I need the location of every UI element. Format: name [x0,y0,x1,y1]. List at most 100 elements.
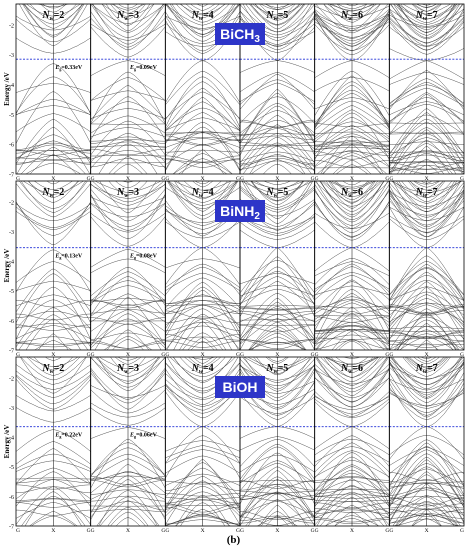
panel-nw-2: G X G Nw=2 Eg=0.33eV [15,0,92,182]
x-tick-label: G [311,352,315,358]
x-tick-label: G [91,352,95,358]
x-tick-label: G [87,528,91,534]
x-tick-label: G [240,176,244,182]
figure-caption: (b) [226,534,241,546]
nw-label: Nw=6 [340,10,363,22]
x-tick-label: X [350,528,354,534]
x-tick-label: G [385,352,389,358]
y-axis-label: Energy /eV [3,249,11,283]
material-label-box [215,23,265,45]
y-tick-label: -4 [9,83,14,89]
band-line [240,0,315,1]
band-line [16,0,91,3]
y-axis-label: Energy /eV [3,72,11,106]
x-tick-label: X [201,528,205,534]
nw-label: Nw=3 [116,10,139,22]
material-label: BiOH [215,376,265,398]
x-tick-label: G [385,176,389,182]
panel-nw-6: G X G Nw=6 [314,3,390,182]
x-tick-label: G [236,528,240,534]
material-label-text: BiOH [223,379,258,395]
panel-nw-6: G X G Nw=6 [314,356,390,534]
nw-label: Nw=5 [265,187,288,199]
x-tick-label: G [311,176,315,182]
nw-label: Nw=4 [191,187,214,199]
material-label-text: BiCH3 [220,26,260,45]
x-tick-label: X [425,528,429,534]
x-tick-label: G [389,176,393,182]
nw-label: Nw=4 [191,10,214,22]
panel-nw-3: G X G Nw=3 Eg=0.08eV [90,180,166,358]
nw-label: Nw=2 [41,187,64,199]
x-tick-label: G [460,528,464,534]
x-tick-label: G [460,176,464,182]
x-tick-label: G [165,176,169,182]
panel-nw-5: G X G Nw=5 [239,0,316,182]
band-line [240,0,315,2]
x-tick-label: G [165,528,169,534]
band-gap-label: Eg=0.22eV [54,433,83,440]
band-gap-label: Eg=0.06eV [129,433,158,440]
material-label-box [215,376,265,398]
x-tick-label: X [350,176,354,182]
x-tick-label: X [51,528,55,534]
y-tick-label: -2 [9,200,14,206]
x-tick-label: X [350,352,354,358]
nw-label: Nw=5 [265,10,288,22]
nw-label: Nw=6 [340,187,363,199]
y-tick-label: -7 [9,349,14,355]
x-tick-label: G [161,528,165,534]
material-label-box [215,200,265,222]
x-tick-label: X [201,352,205,358]
x-tick-label: X [126,528,130,534]
x-tick-label: G [165,352,169,358]
y-tick-label: -5 [9,113,14,119]
nw-label: Nw=5 [265,363,288,375]
band-gap-label: Eg=0.33eV [54,65,83,72]
x-tick-label: G [16,528,20,534]
x-tick-label: X [126,176,130,182]
panel-nw-6: G X G Nw=6 [314,180,390,358]
panel-nw-4: G X G Nw=4 [164,356,241,534]
x-tick-label: G [460,352,464,358]
y-tick-label: -7 [9,173,14,179]
material-label-text: BiNH2 [220,203,260,222]
nw-label: Nw=7 [415,187,438,199]
x-tick-label: G [240,352,244,358]
material-label: BiCH3 [215,23,265,45]
x-tick-label: G [161,352,165,358]
band-line [389,0,464,1]
panel-frame [388,180,465,351]
panel-nw-7: G X G Nw=7 [388,180,465,358]
x-tick-label: X [51,176,55,182]
x-tick-label: G [91,528,95,534]
x-tick-label: X [425,352,429,358]
x-tick-label: X [201,176,205,182]
x-tick-label: X [126,352,130,358]
band-gap-label: Eg=0.13eV [54,254,83,261]
panel-frame [388,356,465,527]
x-tick-label: X [275,528,279,534]
y-tick-label: -2 [9,376,14,382]
panel-nw-2: G X G Nw=2 Eg=0.22eV [15,356,92,534]
y-tick-label: -3 [9,53,14,59]
x-tick-label: G [236,176,240,182]
x-tick-label: G [16,176,20,182]
panel-nw-5: G X G Nw=5 [239,356,316,534]
band-line [165,0,240,2]
y-tick-label: -4 [9,436,14,442]
material-label: BiNH2 [215,200,265,222]
y-tick-label: -4 [9,260,14,266]
nw-label: Nw=4 [191,363,214,375]
y-tick-label: -3 [9,230,14,236]
band-line [91,0,166,1]
y-tick-label: -7 [9,525,14,531]
x-tick-label: G [389,528,393,534]
panel-nw-7: G X G Nw=7 [388,0,465,182]
x-tick-label: G [16,352,20,358]
panel-nw-4: G X G Nw=4 [164,0,241,182]
